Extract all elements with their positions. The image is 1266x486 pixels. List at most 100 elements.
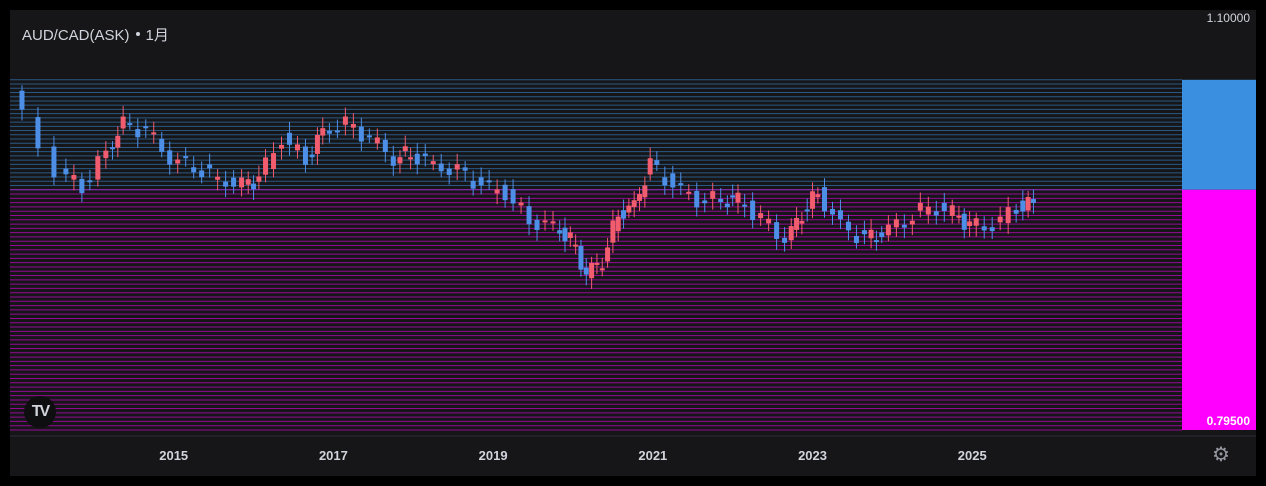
y-axis-bottom-label: 0.79500	[1207, 414, 1251, 428]
candle-body	[662, 177, 668, 186]
candle-body	[175, 159, 181, 164]
candle-body	[868, 229, 874, 239]
candle-body	[390, 156, 396, 166]
candle-body	[151, 132, 157, 135]
candle-body	[678, 183, 684, 186]
candle-body	[810, 191, 816, 209]
x-tick-label: 2023	[798, 448, 827, 463]
candle-body	[542, 220, 548, 223]
candle-body	[109, 147, 115, 150]
candle-body	[710, 191, 716, 199]
candle-body	[573, 244, 579, 247]
candle-body	[342, 116, 348, 125]
candle-body	[374, 137, 380, 144]
logo-label: TV	[31, 403, 51, 420]
candle-body	[334, 130, 340, 133]
candle-body	[183, 156, 189, 159]
candle-body	[845, 221, 851, 231]
candle-body	[766, 218, 772, 224]
candle-body	[320, 128, 326, 136]
candle-body	[788, 226, 794, 241]
candle-body	[486, 180, 492, 183]
candle-body	[724, 203, 730, 208]
candle-body	[251, 183, 257, 190]
candle-body	[494, 189, 500, 194]
candle-body	[382, 139, 388, 152]
candle-body	[51, 146, 57, 178]
candlestick-chart[interactable]: 2015 2017 2019 2021 2023 2025 1.10000 0.79500	[10, 10, 1256, 476]
candle-body	[599, 268, 605, 271]
candle-body	[799, 220, 805, 224]
chart-area[interactable]: 2015 2017 2019 2021 2023 2025 1.10000 0.79500 A…	[10, 10, 1256, 476]
candle-body	[742, 204, 748, 207]
candle-body	[430, 161, 436, 165]
candle-body	[103, 150, 109, 159]
candle-body	[933, 211, 939, 216]
candle-body	[794, 217, 800, 230]
candle-body	[35, 117, 41, 149]
candle-body	[670, 173, 676, 188]
candle-body	[949, 205, 955, 216]
candle-body	[562, 227, 568, 242]
candle-body	[637, 194, 643, 201]
candle-body	[758, 213, 764, 219]
candle-body	[909, 220, 915, 225]
candle-body	[815, 194, 821, 198]
candle-body	[774, 222, 780, 239]
candle-body	[470, 180, 476, 189]
candle-body	[159, 138, 165, 152]
candle-body	[95, 156, 101, 180]
candle-body	[1025, 196, 1031, 211]
candle-body	[326, 130, 332, 134]
candle-body	[879, 232, 885, 238]
x-tick-label: 2019	[479, 448, 508, 463]
candle-body	[167, 150, 173, 165]
candle-body	[925, 206, 931, 215]
candle-body	[143, 126, 149, 129]
candle-body	[873, 240, 879, 243]
candle-body	[647, 158, 653, 175]
candle-body	[822, 187, 828, 212]
candle-body	[594, 262, 600, 265]
candle-body	[502, 184, 508, 201]
candle-body	[686, 191, 692, 194]
candle-body	[583, 267, 589, 275]
gear-icon[interactable]: ⚙	[1212, 444, 1230, 466]
candle-body	[621, 210, 627, 219]
zone-band-upper	[1182, 79, 1256, 190]
candle-body	[885, 224, 891, 236]
candle-body	[87, 180, 93, 183]
candle-body	[478, 177, 484, 186]
candle-body	[239, 177, 245, 188]
chart-title: AUD/CAD(ASK) 1月	[22, 24, 169, 45]
candle-body	[127, 123, 133, 126]
candle-body	[626, 205, 632, 213]
candle-body	[19, 90, 25, 110]
candle-body	[956, 215, 962, 218]
interval-label: 1月	[145, 27, 169, 44]
candle-body	[557, 230, 563, 234]
x-tick-label: 2015	[159, 448, 188, 463]
candle-body	[893, 219, 899, 228]
tradingview-logo-icon[interactable]: TV	[24, 396, 56, 428]
candle-body	[750, 200, 756, 220]
y-axis-top-label: 1.10000	[1207, 11, 1251, 25]
candle-body	[941, 202, 947, 212]
candle-body	[518, 202, 524, 206]
candle-body	[256, 176, 262, 182]
candle-body	[358, 126, 364, 142]
candle-body	[917, 202, 923, 211]
candle-body	[1030, 199, 1036, 203]
candle-body	[314, 134, 320, 154]
candle-body	[438, 163, 444, 172]
candle-body	[408, 157, 414, 160]
candle-body	[631, 200, 637, 208]
candle-body	[961, 213, 967, 230]
candle-body	[989, 227, 995, 232]
candle-body	[829, 208, 835, 215]
candle-body	[510, 189, 516, 204]
candle-body	[804, 209, 810, 212]
candle-body	[605, 247, 611, 262]
y-axis-bottom-badge	[1182, 411, 1256, 429]
candle-body	[578, 245, 584, 270]
